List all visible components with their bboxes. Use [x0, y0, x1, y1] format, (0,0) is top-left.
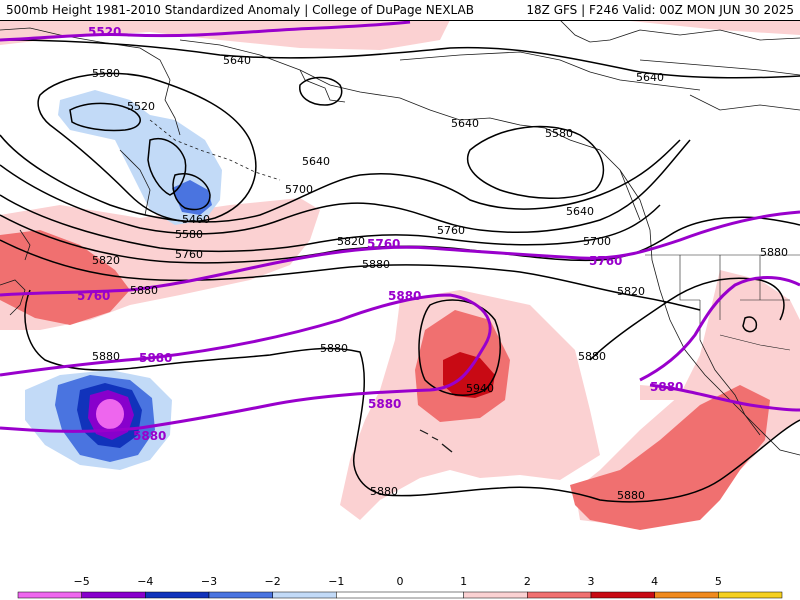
anomaly-pos3-shading: [443, 352, 495, 398]
map-title: 500mb Height 1981-2010 Standardized Anom…: [6, 3, 474, 17]
height-contours: [0, 39, 800, 503]
hc-label: 5820: [92, 254, 120, 267]
colorbar-swatch: [527, 591, 592, 599]
hc-label: 5880: [320, 342, 348, 355]
colorbar-tick-label: 0: [397, 575, 404, 588]
colorbar-swatches: [17, 591, 783, 599]
colorbar-ticks: −5 −4 −3 −2 −1 0 1 2 3 4 5: [74, 575, 722, 588]
clim-label: 5760: [367, 237, 400, 251]
colorbar-tick-label: 4: [651, 575, 658, 588]
colorbar-swatch: [463, 591, 528, 599]
weather-map: 5640 5580 5520 5460 5580 5760 5700 5640 …: [0, 20, 800, 570]
hc-label: 5940: [466, 382, 494, 395]
colorbar-swatch: [654, 591, 719, 599]
colorbar-tick-label: −4: [137, 575, 153, 588]
clim-label: 5880: [133, 429, 166, 443]
hc-label: 5640: [223, 54, 251, 67]
hc-label: 5640: [566, 205, 594, 218]
hc-label: 5820: [337, 235, 365, 248]
colorbar-swatch: [336, 591, 464, 599]
colorbar-swatch: [81, 591, 146, 599]
colorbar-swatch: [145, 591, 210, 599]
colorbar-swatch: [272, 591, 337, 599]
hc-label: 5880: [92, 350, 120, 363]
hc-label: 5640: [302, 155, 330, 168]
hc-label: 5640: [636, 71, 664, 84]
clim-label: 5760: [77, 289, 110, 303]
height-contour-labels: 5640 5580 5520 5460 5580 5760 5700 5640 …: [92, 54, 788, 502]
map-header: 500mb Height 1981-2010 Standardized Anom…: [0, 0, 800, 21]
run-info: 18Z GFS | F246 Valid: 00Z MON JUN 30 202…: [526, 3, 794, 17]
hc-label: 5580: [92, 67, 120, 80]
hc-label: 5760: [437, 224, 465, 237]
hc-label: 5880: [130, 284, 158, 297]
hc-label: 5640: [451, 117, 479, 130]
colorbar: −5 −4 −3 −2 −1 0 1 2 3 4 5: [0, 570, 800, 600]
hc-label: 5460: [182, 213, 210, 226]
hc-label: 5880: [617, 489, 645, 502]
climatology-contour-labels: 5520 5760 5760 5760 5880 5880 5880 5880 …: [77, 25, 683, 443]
colorbar-svg: −5 −4 −3 −2 −1 0 1 2 3 4 5: [17, 575, 783, 599]
colorbar-tick-label: −3: [201, 575, 217, 588]
colorbar-swatch: [590, 591, 655, 599]
colorbar-tick-label: 2: [524, 575, 531, 588]
colorbar-tick-label: −1: [328, 575, 344, 588]
colorbar-tick-label: 1: [460, 575, 467, 588]
hc-label: 5880: [578, 350, 606, 363]
clim-label: 5880: [139, 351, 172, 365]
hc-label: 5880: [760, 246, 788, 259]
anomaly-neg5-shading: [96, 399, 124, 429]
hc-label: 5700: [285, 183, 313, 196]
hc-label: 5820: [617, 285, 645, 298]
hc-label: 5760: [175, 248, 203, 261]
clim-label: 5520: [88, 25, 121, 39]
colorbar-swatch: [718, 591, 783, 599]
hc-label: 5580: [175, 228, 203, 241]
climatology-contours: [0, 20, 800, 433]
clim-label: 5880: [650, 380, 683, 394]
clim-label: 5760: [589, 254, 622, 268]
hc-label: 5700: [583, 235, 611, 248]
hc-label: 5880: [362, 258, 390, 271]
clim-label: 5880: [388, 289, 421, 303]
hc-label: 5580: [545, 127, 573, 140]
hc-label: 5880: [370, 485, 398, 498]
colorbar-tick-label: 3: [588, 575, 595, 588]
clim-label: 5880: [368, 397, 401, 411]
colorbar-tick-label: 5: [715, 575, 722, 588]
colorbar-tick-label: −5: [74, 575, 90, 588]
colorbar-tick-label: −2: [265, 575, 281, 588]
colorbar-swatch: [208, 591, 273, 599]
hc-label: 5520: [127, 100, 155, 113]
coastlines: [0, 20, 800, 456]
colorbar-swatch: [17, 591, 82, 599]
